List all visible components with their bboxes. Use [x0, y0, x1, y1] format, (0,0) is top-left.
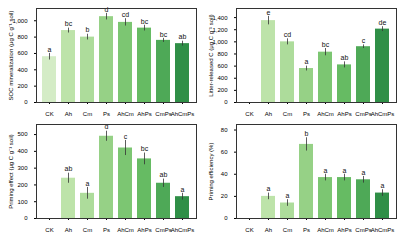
svg-text:SOC mineralization (μg C g⁻¹ s: SOC mineralization (μg C g⁻¹ soil) — [8, 11, 14, 101]
svg-text:a: a — [286, 192, 290, 199]
svg-text:b: b — [86, 26, 90, 33]
svg-text:cd: cd — [284, 31, 292, 38]
svg-text:Litter-released C (μg C g⁻¹ so: Litter-released C (μg C g⁻¹ soil) — [208, 14, 214, 96]
svg-text:Ps: Ps — [303, 227, 310, 232]
svg-text:60: 60 — [221, 149, 228, 155]
svg-text:400: 400 — [217, 75, 228, 81]
svg-text:bc: bc — [160, 31, 168, 38]
svg-text:bc: bc — [141, 145, 149, 152]
svg-text:Ah: Ah — [265, 227, 272, 232]
svg-text:bc: bc — [141, 17, 149, 24]
svg-text:100: 100 — [17, 199, 28, 205]
svg-text:a: a — [267, 185, 271, 192]
svg-text:AhPs: AhPs — [137, 227, 151, 232]
svg-text:a: a — [181, 186, 185, 193]
svg-text:CK: CK — [45, 227, 53, 232]
svg-text:1,000: 1,000 — [12, 18, 28, 24]
svg-text:bc: bc — [65, 20, 73, 27]
svg-text:a: a — [324, 167, 328, 174]
svg-text:800: 800 — [17, 34, 28, 40]
svg-text:AhCm: AhCm — [317, 227, 334, 232]
svg-text:c: c — [362, 37, 366, 44]
svg-text:a: a — [343, 167, 347, 174]
svg-text:CK: CK — [245, 227, 253, 232]
svg-text:20: 20 — [221, 193, 228, 199]
svg-text:ab: ab — [160, 171, 168, 178]
svg-text:1,000: 1,000 — [212, 39, 228, 45]
svg-text:AhCm: AhCm — [117, 227, 134, 232]
svg-text:0: 0 — [224, 215, 228, 221]
svg-text:b: b — [305, 130, 309, 137]
svg-text:d: d — [105, 6, 109, 13]
svg-text:800: 800 — [217, 51, 228, 57]
svg-text:300: 300 — [17, 165, 28, 171]
svg-text:400: 400 — [17, 148, 28, 154]
svg-text:200: 200 — [17, 182, 28, 188]
svg-text:e: e — [267, 9, 271, 16]
svg-text:a: a — [48, 46, 52, 53]
svg-text:1,400: 1,400 — [212, 15, 228, 21]
svg-text:c: c — [124, 133, 128, 140]
svg-text:d: d — [104, 123, 109, 131]
svg-text:cd: cd — [122, 11, 130, 18]
svg-text:500: 500 — [17, 131, 28, 137]
svg-text:600: 600 — [17, 50, 28, 56]
svg-text:ab: ab — [65, 165, 73, 172]
svg-text:40: 40 — [221, 171, 228, 177]
svg-text:a: a — [362, 169, 366, 176]
svg-text:de: de — [379, 19, 387, 26]
svg-text:AhCmPs: AhCmPs — [171, 227, 195, 232]
svg-text:bc: bc — [322, 41, 330, 48]
svg-text:200: 200 — [17, 83, 28, 89]
svg-text:AhPs: AhPs — [337, 227, 351, 232]
svg-text:CmPs: CmPs — [155, 227, 171, 232]
svg-text:80: 80 — [221, 127, 228, 133]
svg-text:400: 400 — [17, 67, 28, 73]
svg-text:Cm: Cm — [83, 227, 92, 232]
svg-text:Priming efficiency (%): Priming efficiency (%) — [208, 143, 214, 201]
svg-text:ab: ab — [179, 33, 187, 40]
svg-text:Ps: Ps — [103, 227, 110, 232]
svg-text:CmPs: CmPs — [355, 227, 371, 232]
svg-text:600: 600 — [217, 63, 228, 69]
svg-text:Ah: Ah — [65, 227, 72, 232]
svg-text:0: 0 — [24, 99, 28, 105]
svg-text:0: 0 — [224, 99, 228, 105]
svg-text:a: a — [305, 58, 309, 65]
svg-text:1,200: 1,200 — [212, 27, 228, 33]
svg-text:AhCmPs: AhCmPs — [371, 227, 395, 232]
svg-text:Priming effect (μg C g⁻¹ soil): Priming effect (μg C g⁻¹ soil) — [8, 134, 14, 209]
svg-text:0: 0 — [24, 215, 28, 221]
svg-text:Cm: Cm — [283, 227, 292, 232]
svg-text:a: a — [86, 180, 90, 187]
svg-text:ab: ab — [341, 54, 349, 61]
svg-text:200: 200 — [217, 87, 228, 93]
svg-text:a: a — [381, 182, 385, 189]
